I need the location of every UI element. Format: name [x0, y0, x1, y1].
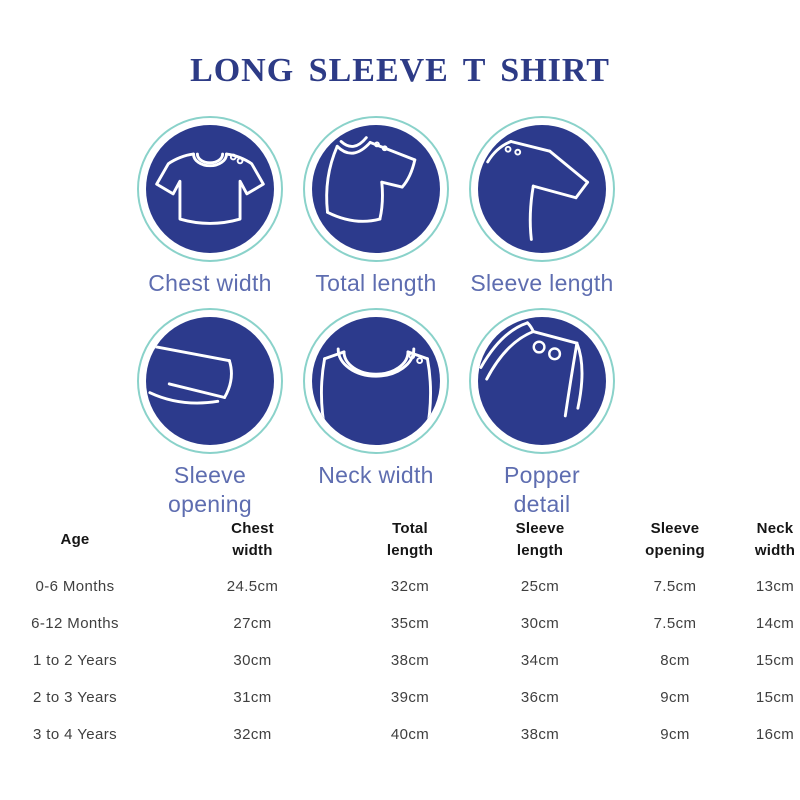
measure-sleeve-length: Sleeve length [462, 116, 622, 298]
cell-neck-width: 14cm [755, 615, 795, 632]
sleeve-length-icon [478, 125, 606, 253]
cell-chest-width: 30cm [233, 652, 272, 669]
measure-label: Sleeve opening [168, 461, 252, 517]
column-header-total-length: Total length [386, 519, 434, 560]
cell-age: 2 to 3 Years [32, 689, 118, 706]
icons-row-1: Chest width [130, 116, 622, 298]
cell-sleeve-length: 25cm [520, 578, 560, 595]
column-header-neck-width: Neck width [754, 519, 796, 560]
chest-width-icon [146, 125, 274, 253]
cell-neck-width: 15cm [755, 689, 795, 706]
cell-neck-width: 16cm [755, 726, 795, 743]
teal-ring [137, 116, 283, 262]
teal-ring [469, 307, 615, 454]
measure-sleeve-opening: Sleeve opening [130, 307, 290, 519]
cell-total-length: 32cm [390, 578, 430, 595]
total-length-icon [312, 125, 440, 253]
cell-sleeve-length: 34cm [520, 652, 560, 669]
popper-detail-icon [478, 316, 606, 445]
measurement-icons-grid: Chest width [130, 116, 622, 518]
measure-label: Total length [315, 270, 437, 296]
cell-chest-width: 31cm [233, 689, 272, 706]
cell-neck-width: 13cm [755, 578, 795, 595]
cell-total-length: 38cm [390, 652, 430, 669]
measure-chest-width: Chest width [130, 116, 290, 298]
cell-age: 1 to 2 Years [32, 652, 118, 669]
measure-label: Neck width [318, 461, 434, 488]
cell-chest-width: 32cm [233, 726, 272, 743]
measure-neck-width: Neck width [296, 307, 456, 519]
teal-ring [469, 116, 615, 262]
icons-row-2: Sleeve opening Neck width [130, 307, 622, 519]
teal-ring [303, 307, 449, 454]
cell-sleeve-length: 30cm [520, 615, 560, 632]
cell-sleeve-length: 36cm [520, 689, 560, 706]
cell-chest-width: 27cm [233, 615, 272, 632]
measure-label: Chest width [148, 270, 272, 296]
cell-sleeve-opening: 7.5cm [653, 615, 697, 632]
measure-label: Popper detail [504, 461, 580, 517]
cell-sleeve-opening: 7.5cm [653, 578, 697, 595]
cell-age: 0-6 Months [35, 578, 115, 595]
cell-chest-width: 24.5cm [226, 578, 279, 595]
cell-total-length: 35cm [390, 615, 430, 632]
cell-sleeve-opening: 9cm [660, 689, 690, 706]
neck-width-icon [312, 316, 440, 445]
cell-sleeve-opening: 8cm [660, 652, 690, 669]
cell-neck-width: 15cm [755, 652, 795, 669]
cell-age: 6-12 Months [31, 615, 119, 632]
cell-total-length: 40cm [390, 726, 430, 743]
teal-ring [137, 307, 283, 454]
sleeve-opening-icon [146, 316, 274, 445]
cell-sleeve-length: 38cm [520, 726, 560, 743]
cell-sleeve-opening: 9cm [660, 726, 690, 743]
measure-total-length: Total length [296, 116, 456, 298]
column-header-sleeve-length: Sleeve length [515, 519, 565, 560]
page-title: LONG SLEEVE T SHIRT [190, 52, 610, 89]
column-header-chest-width: Chest width [231, 519, 274, 560]
cell-total-length: 39cm [390, 689, 430, 706]
column-header-sleeve-opening: Sleeve opening [645, 519, 705, 560]
measure-popper-detail: Popper detail [462, 307, 622, 519]
measure-label: Sleeve length [470, 270, 614, 296]
size-table: Age Chest width Total length Sleeve leng… [0, 512, 800, 753]
teal-ring [303, 116, 449, 262]
column-header-age: Age [60, 530, 90, 548]
cell-age: 3 to 4 Years [32, 726, 118, 743]
